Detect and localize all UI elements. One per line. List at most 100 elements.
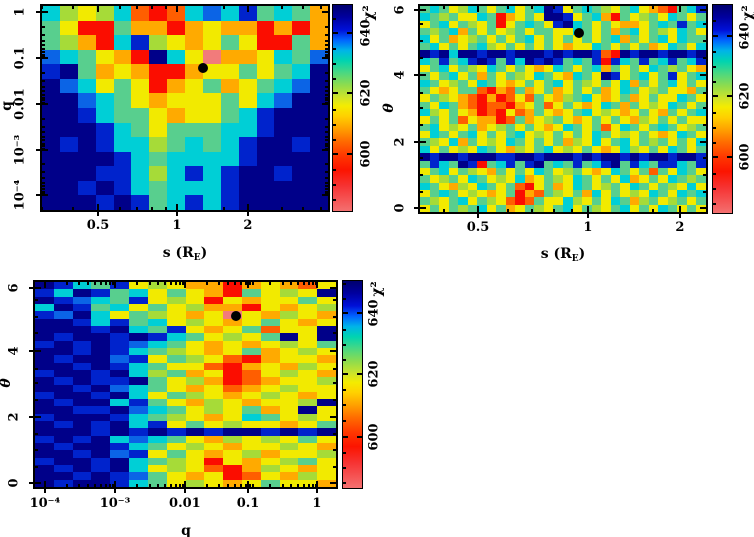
y-minor-tick [703, 157, 706, 160]
y-minor-tick [325, 188, 328, 191]
heatmap-cell [582, 160, 592, 168]
heatmap-cell [317, 333, 336, 341]
x-minor-tick [40, 207, 43, 210]
heatmap-cell [223, 347, 242, 356]
x-minor-tick [99, 484, 102, 487]
y-major-tick [420, 74, 426, 77]
heatmap-cell [53, 296, 73, 304]
heatmap-cell [298, 391, 318, 400]
heatmap-cell [91, 413, 111, 422]
heatmap-cell [486, 123, 497, 132]
y-minor-tick [325, 177, 328, 180]
heatmap-cell [591, 79, 602, 87]
heatmap-cell [204, 472, 224, 480]
heatmap-cell [298, 421, 318, 429]
heatmap-cell [648, 86, 659, 95]
heatmap-cell [274, 122, 293, 138]
heatmap-cell [260, 282, 280, 290]
heatmap-cell [260, 472, 280, 480]
heatmap-cell [241, 465, 261, 473]
heatmap-cell [185, 384, 205, 392]
heatmap-cell [147, 318, 167, 326]
x-minor-tick [104, 282, 107, 285]
heatmap-cell [496, 131, 506, 139]
heatmap-cell [515, 131, 525, 139]
heatmap-cell [448, 57, 459, 65]
heatmap-cell [696, 167, 706, 176]
colorbar-minor-tick [713, 81, 716, 84]
y-minor-tick [325, 131, 328, 134]
heatmap-cell [185, 78, 203, 94]
heatmap-cell [582, 42, 592, 51]
heatmap-cell [129, 443, 148, 451]
x-major-tick-out [477, 214, 480, 218]
heatmap-cell [591, 64, 602, 73]
heatmap-cell [505, 57, 516, 65]
heatmap-cell [620, 72, 630, 80]
heatmap-cell [563, 138, 573, 146]
heatmap-cell [147, 384, 167, 392]
x-tick-label: 1 [312, 496, 322, 511]
heatmap-cell [241, 406, 261, 414]
heatmap-cell [279, 355, 299, 363]
heatmap-cell [129, 303, 148, 312]
heatmap-cell [91, 384, 111, 392]
colorbar-minor-tick [343, 328, 346, 331]
heatmap-cell [667, 72, 678, 80]
heatmap-cell [72, 303, 92, 312]
heatmap-cell [256, 195, 275, 210]
heatmap-cell [223, 421, 242, 429]
colorbar-minor-tick [333, 63, 336, 66]
heatmap-cell [505, 42, 516, 51]
heatmap-cell [658, 64, 668, 73]
heatmap-cell [553, 182, 563, 190]
heatmap-cell [220, 64, 239, 79]
heatmap-cell [629, 50, 640, 58]
heatmap-cell [448, 123, 459, 132]
heatmap-cell [147, 296, 167, 304]
heatmap-cell [553, 50, 563, 58]
heatmap-cell [72, 457, 92, 466]
heatmap-cell [274, 137, 293, 152]
heatmap-cell [696, 109, 706, 117]
heatmap-cell [59, 195, 78, 210]
heatmap-cell [420, 182, 430, 190]
heatmap-cell [620, 175, 630, 183]
heatmap-cell [95, 137, 114, 152]
heatmap-cell [543, 79, 554, 87]
heatmap-cell [629, 138, 640, 146]
heatmap-cell [467, 79, 478, 87]
y-minor-tick [325, 193, 328, 196]
heatmap-cell [582, 189, 592, 198]
heatmap-cell [629, 28, 640, 36]
y-minor-tick [325, 71, 328, 74]
heatmap-cell [77, 64, 96, 79]
heatmap-cell [458, 116, 468, 124]
y-minor-tick [325, 181, 328, 184]
heatmap-cell [553, 145, 563, 154]
heatmap-cell [591, 189, 602, 198]
heatmap-cell [629, 167, 640, 176]
heatmap-cell [515, 42, 525, 51]
heatmap-cell [534, 28, 544, 36]
heatmap-cell [238, 78, 257, 94]
heatmap-cell [648, 153, 659, 161]
heatmap-cell [204, 369, 224, 378]
heatmap-cell [274, 195, 293, 210]
heatmap-cell [223, 457, 242, 466]
heatmap-cell [260, 296, 280, 304]
y-minor-tick [333, 332, 336, 335]
heatmap-cell [496, 79, 506, 87]
heatmap-cell [505, 20, 516, 29]
heatmap-cell [458, 145, 468, 154]
heatmap-cell [204, 282, 224, 290]
heatmap-cell [185, 107, 203, 123]
heatmap-cell [238, 49, 257, 65]
heatmap-cell [439, 13, 449, 21]
heatmap-cell [279, 399, 299, 407]
heatmap-cell [620, 138, 630, 146]
heatmap-cell [543, 35, 554, 43]
heatmap-cell [260, 355, 280, 363]
heatmap-cell [639, 35, 649, 43]
heatmap-cell [543, 72, 554, 80]
